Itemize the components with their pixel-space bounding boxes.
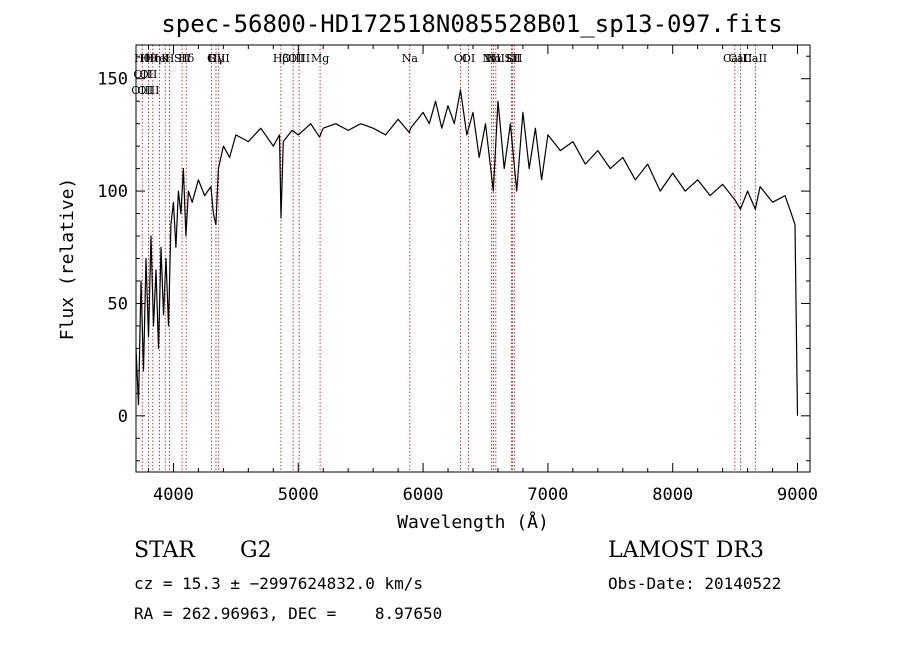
redshift-velocity: cz = 15.3 ± −2997624832.0 km/s: [134, 574, 423, 593]
spectral-line-label: Hδ: [178, 52, 195, 65]
spectral-line-label: Li: [506, 52, 517, 65]
spectral-line-label: CaII: [743, 52, 767, 65]
chart-title: spec-56800-HD172518N085528B01_sp13-097.f…: [161, 10, 782, 38]
spectral-line-markers: [141, 45, 756, 472]
coordinates: RA = 262.96963, DEC = 8.97650: [134, 604, 443, 623]
spectral-line-label: OIII: [208, 52, 230, 65]
spectral-line-label: OI: [454, 52, 467, 65]
object-class: STAR: [134, 538, 195, 563]
spectral-line-label: Hα: [485, 52, 503, 65]
spectral-line-label: G: [207, 52, 216, 65]
x-tick-label: 4000: [153, 485, 194, 505]
spectral-line-label: SII: [174, 52, 190, 65]
spectral-line-label: Hγ: [208, 52, 225, 65]
y-tick-label: 0: [118, 407, 128, 427]
spectral-line-label: NII: [482, 52, 500, 65]
x-tick-label: 9000: [777, 485, 818, 505]
spectral-line-label: CaII: [729, 52, 753, 65]
spectral-line-label: K: [161, 52, 170, 65]
spectral-line-label: Na: [402, 52, 419, 65]
y-axis-label: Flux (relative): [57, 178, 78, 341]
spectral-line-label: HeI: [149, 52, 169, 65]
spectral-line-label: Hη: [145, 52, 161, 65]
spectral-line-label: NII: [487, 52, 505, 65]
object-subclass: G2: [240, 538, 272, 563]
y-tick-label: 100: [97, 182, 128, 202]
spectral-line-label: OIII: [282, 52, 304, 65]
spectral-line-label: OII: [133, 68, 151, 81]
plot-frame: [135, 44, 811, 473]
spectral-line-label: SII: [504, 52, 520, 65]
spectral-line-label: OII: [140, 68, 158, 81]
x-tick-label: 7000: [527, 485, 568, 505]
spectral-line-label: OI: [462, 52, 475, 65]
spectral-line-label: OIII: [137, 84, 159, 97]
spectral-line-label: CaII: [723, 52, 747, 65]
spectral-line-label: SII: [506, 52, 522, 65]
x-tick-label: 6000: [403, 485, 444, 505]
survey-name: LAMOST DR3: [608, 538, 764, 563]
observation-date: Obs-Date: 20140522: [608, 574, 782, 593]
y-axis-ticks: 0 50 100 150: [97, 55, 810, 462]
spectral-line-label: OIII: [288, 52, 310, 65]
x-tick-label: 5000: [278, 485, 319, 505]
spectral-line-label: Hβ: [273, 52, 289, 65]
x-axis-ticks: 4000 5000 6000 7000 8000 9000: [147, 45, 818, 505]
spectral-line-label: H: [165, 52, 175, 65]
x-axis-label: Wavelength (Å): [397, 511, 549, 533]
y-tick-label: 50: [108, 294, 128, 314]
x-tick-label: 8000: [652, 485, 693, 505]
spectral-line-label: Hθ: [134, 52, 151, 65]
spectral-line-label: OIII: [131, 84, 153, 97]
spectral-line-label: Mg: [311, 52, 329, 65]
spectrum-series-line: [135, 89, 799, 416]
y-tick-label: 150: [97, 70, 128, 90]
spectral-line-label: Hθ: [140, 52, 157, 65]
